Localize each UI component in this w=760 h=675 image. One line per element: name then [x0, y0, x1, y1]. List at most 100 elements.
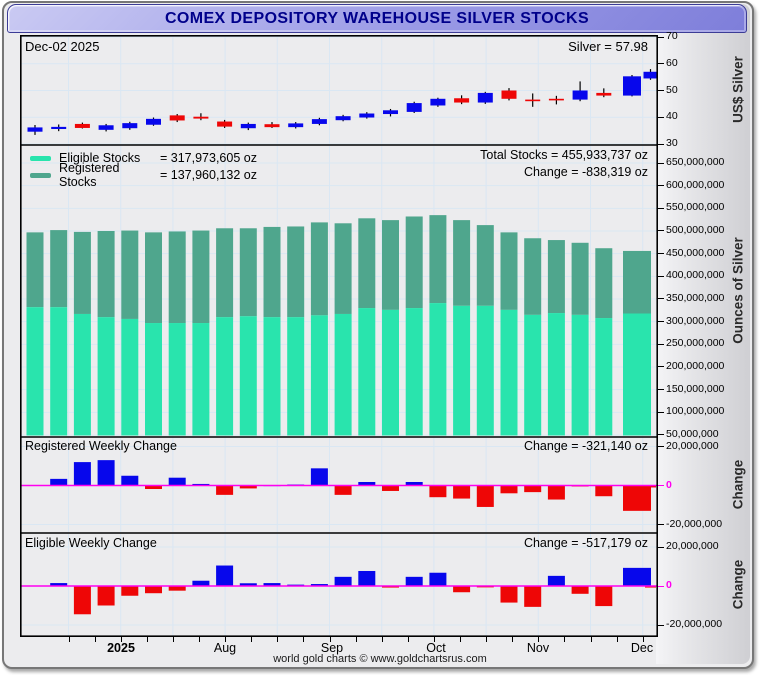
y-tick-mark — [658, 275, 664, 277]
registered-swatch — [30, 172, 51, 178]
x-tick-mark — [303, 637, 305, 642]
y-tick-mark — [658, 90, 664, 91]
y-tick-label: -20,000,000 — [666, 618, 723, 630]
x-tick-mark — [68, 637, 70, 642]
x-tick-mark — [460, 637, 461, 642]
y-tick-mark — [658, 585, 664, 587]
y-tick-label: 60 — [666, 56, 678, 69]
y-tick-label: 30 — [666, 137, 678, 149]
eligible-swatch — [30, 155, 51, 161]
y-tick-label: 40 — [666, 110, 678, 123]
silver-price-annotation: Silver = 57.98 — [568, 39, 648, 54]
legend-item-eligible: Eligible Stocks = 317,973,605 oz — [30, 150, 257, 166]
x-tick-mark — [94, 637, 96, 642]
y-tick-mark — [658, 63, 664, 65]
x-tick-mark — [355, 637, 357, 642]
stocks-axis-title: Ounces of Silver — [730, 237, 746, 344]
y-tick-label: 150,000,000 — [666, 382, 725, 395]
x-tick-mark — [512, 637, 514, 642]
x-tick-mark — [381, 637, 383, 642]
y-tick-mark — [658, 343, 664, 345]
x-tick-mark — [199, 637, 200, 642]
y-tick-mark — [658, 524, 664, 525]
y-tick-mark — [658, 116, 664, 118]
y-tick-mark — [658, 366, 664, 368]
y-tick-mark — [658, 411, 664, 413]
y-tick-label: 250,000,000 — [666, 337, 725, 350]
total-stocks-label: Total Stocks = 455,933,737 oz — [480, 148, 648, 162]
y-tick-mark — [658, 446, 664, 447]
y-tick-mark — [658, 485, 664, 486]
y-tick-label: 450,000,000 — [666, 246, 725, 259]
x-tick-mark — [642, 637, 644, 642]
x-tick-mark — [277, 637, 279, 642]
registered-change-title: Registered Weekly Change — [25, 439, 177, 453]
y-tick-mark — [658, 207, 664, 209]
x-axis-label-oct: Oct — [426, 641, 446, 655]
y-tick-mark — [658, 162, 664, 164]
x-tick-mark — [251, 637, 253, 642]
y-tick-mark — [658, 143, 664, 145]
y-tick-label: 500,000,000 — [666, 223, 725, 236]
x-tick-mark — [225, 637, 227, 642]
eligible-change-title: Eligible Weekly Change — [25, 536, 157, 550]
registered-change-label: Change = -321,140 oz — [523, 439, 648, 453]
y-tick-label: 200,000,000 — [666, 359, 725, 372]
y-tick-mark — [658, 298, 664, 300]
legend-value: = 317,973,605 oz — [160, 151, 257, 165]
eligible-change-axis-title: Change — [730, 559, 746, 610]
chart-canvas — [20, 35, 658, 637]
x-tick-mark — [590, 637, 592, 642]
legend-value: = 137,960,132 oz — [160, 168, 257, 182]
title-bar: COMEX DEPOSITORY WAREHOUSE SILVER STOCKS — [7, 4, 747, 33]
legend-label: Eligible Stocks — [59, 151, 141, 165]
y-tick-label: 300,000,000 — [666, 314, 725, 327]
right-axis-zone — [656, 4, 750, 664]
y-tick-label: 0 — [666, 579, 672, 591]
y-tick-label: -20,000,000 — [666, 517, 723, 530]
y-tick-label: 0 — [666, 478, 672, 491]
y-tick-label: 350,000,000 — [666, 291, 725, 304]
y-tick-mark — [658, 389, 664, 391]
y-tick-mark — [658, 253, 664, 255]
total-change-label: Change = -838,319 oz — [523, 165, 648, 179]
x-tick-mark — [616, 637, 618, 642]
x-tick-mark — [120, 637, 122, 642]
x-tick-mark — [407, 637, 409, 642]
y-tick-label: 20,000,000 — [666, 540, 719, 552]
y-tick-label: 50,000,000 — [666, 427, 719, 440]
footer-credit: world gold charts © www.goldchartsrus.co… — [273, 653, 487, 665]
y-tick-mark — [658, 230, 664, 232]
y-tick-label: 650,000,000 — [666, 156, 725, 168]
y-tick-mark — [658, 434, 664, 436]
y-tick-label: 100,000,000 — [666, 405, 725, 418]
x-tick-mark — [564, 637, 566, 642]
y-tick-label: 600,000,000 — [666, 178, 725, 191]
x-axis-label-dec: Dec — [630, 641, 654, 655]
date-label: Dec-02 2025 — [25, 39, 100, 54]
x-axis-label-sep: Sep — [320, 641, 344, 655]
y-tick-label: 550,000,000 — [666, 201, 725, 214]
x-axis-label-nov: Nov — [526, 641, 550, 655]
x-tick-mark — [146, 637, 148, 642]
y-tick-label: 70 — [666, 30, 678, 42]
y-tick-mark — [658, 321, 664, 323]
page-title: COMEX DEPOSITORY WAREHOUSE SILVER STOCKS — [164, 9, 590, 27]
y-tick-label: 50 — [666, 83, 678, 96]
legend-label: Registered Stocks — [59, 161, 120, 189]
x-tick-mark — [486, 637, 488, 642]
x-tick-mark — [172, 637, 174, 642]
x-tick-mark — [538, 637, 540, 642]
y-tick-mark — [658, 185, 664, 187]
y-tick-label: 400,000,000 — [666, 269, 725, 282]
y-tick-mark — [658, 36, 664, 38]
y-tick-mark — [658, 624, 664, 626]
y-tick-mark — [658, 546, 664, 548]
x-tick-mark — [433, 637, 435, 642]
x-tick-mark — [329, 637, 331, 642]
y-tick-label: 20,000,000 — [666, 439, 719, 452]
legend-item-registered: Registered Stocks = 137,960,132 oz — [30, 161, 257, 189]
eligible-change-label: Change = -517,179 oz — [523, 536, 648, 550]
x-axis-label-2025: 2025 — [107, 641, 135, 655]
